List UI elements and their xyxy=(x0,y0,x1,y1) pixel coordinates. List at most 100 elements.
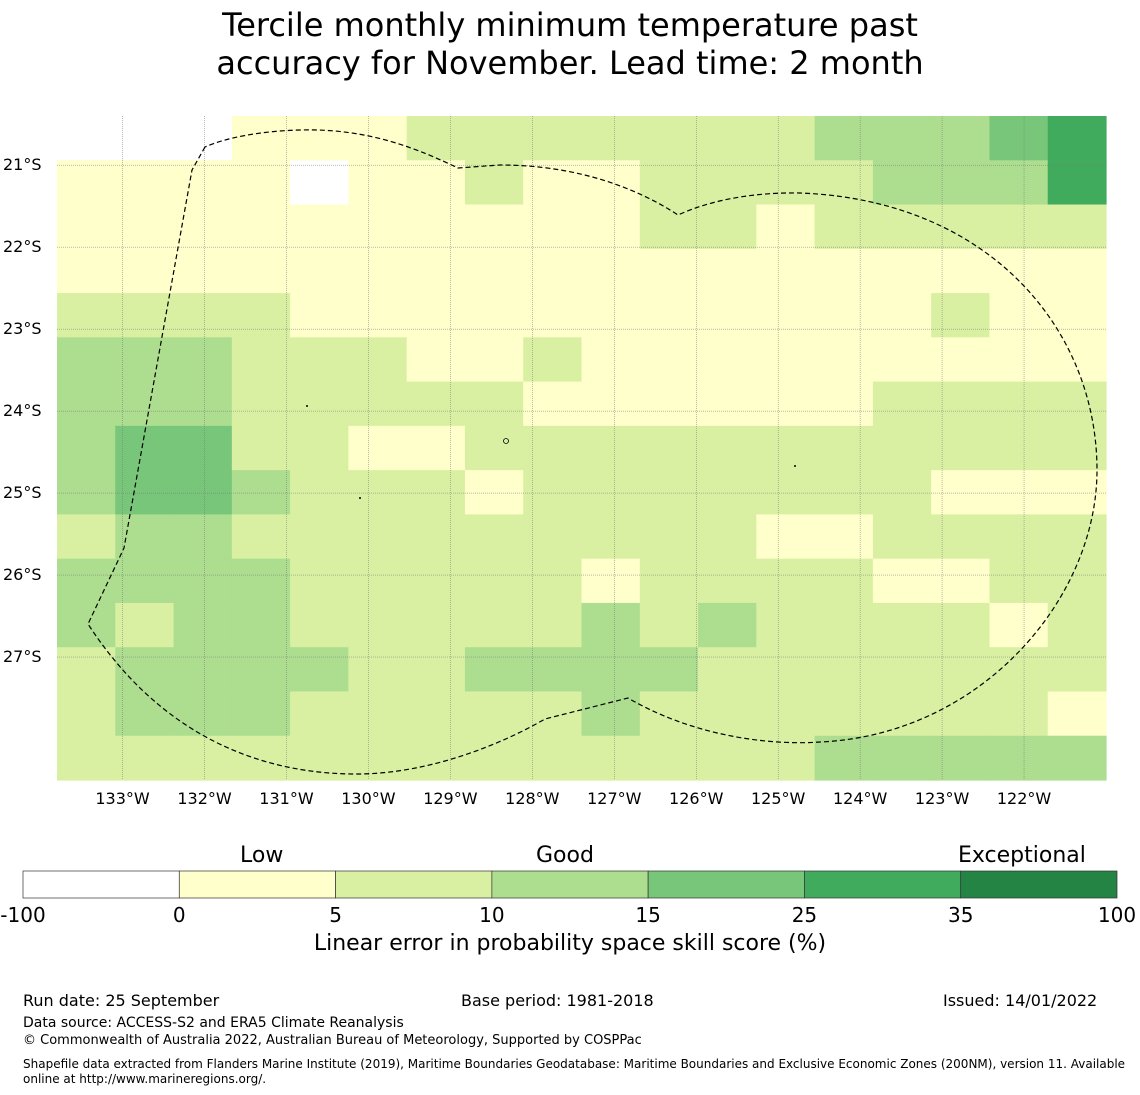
skill-cell xyxy=(756,735,816,781)
skill-cell xyxy=(872,602,932,648)
skill-cell xyxy=(756,602,816,648)
skill-cell xyxy=(698,558,757,604)
skill-cell xyxy=(57,735,116,781)
skill-cell xyxy=(639,470,699,515)
skill-cell xyxy=(756,337,816,383)
skill-cell xyxy=(756,691,816,737)
skill-cell xyxy=(814,337,874,383)
skill-cell xyxy=(639,558,699,604)
colorbar-category-exceptional: Exceptional xyxy=(958,843,1086,868)
skill-cell xyxy=(406,691,466,737)
latitude-tick-label: 23°S xyxy=(3,319,42,339)
skill-cell xyxy=(173,602,233,648)
skill-cell xyxy=(931,514,991,560)
skill-cell xyxy=(931,381,991,427)
colorbar-swatch xyxy=(647,870,805,899)
skill-cell xyxy=(581,381,641,427)
skill-cell xyxy=(872,381,932,427)
skill-cell xyxy=(639,691,699,737)
skill-cell xyxy=(348,470,408,515)
skill-cell xyxy=(231,381,291,427)
skill-cell xyxy=(406,558,466,604)
colorbar-category-good: Good xyxy=(536,843,594,868)
latitude-tick-label: 22°S xyxy=(3,237,42,257)
longitude-tick-label: 132°W xyxy=(177,789,232,808)
skill-cell xyxy=(1047,337,1107,383)
skill-cell xyxy=(931,602,991,648)
skill-cell xyxy=(523,381,583,427)
skill-cell xyxy=(464,160,524,206)
skill-cell xyxy=(639,204,699,250)
longitude-tick-label: 122°W xyxy=(996,789,1052,808)
skill-cell xyxy=(523,558,583,604)
longitude-tick-label: 125°W xyxy=(751,789,806,808)
skill-cell xyxy=(698,425,757,471)
skill-cell xyxy=(290,735,349,781)
skill-cell xyxy=(57,425,116,471)
skill-cell xyxy=(989,248,1049,294)
skill-cell xyxy=(406,204,466,250)
skill-cell xyxy=(698,160,757,206)
skill-cell xyxy=(115,337,175,383)
longitude-tick-label: 128°W xyxy=(505,789,560,808)
skill-cell xyxy=(698,691,757,737)
skill-cell xyxy=(115,381,175,427)
skill-cell xyxy=(115,558,175,604)
skill-cell xyxy=(756,160,816,206)
skill-cell xyxy=(931,470,991,515)
skill-cell xyxy=(464,470,524,515)
skill-cell xyxy=(348,160,408,206)
colorbar-tick-label: 15 xyxy=(635,903,661,927)
skill-cell xyxy=(173,293,233,338)
skill-cell xyxy=(989,337,1049,383)
skill-cell xyxy=(698,293,757,338)
skill-cell xyxy=(581,647,641,693)
skill-cell xyxy=(348,381,408,427)
colorbar-tick-label: 25 xyxy=(791,903,818,927)
skill-cell xyxy=(406,602,466,648)
skill-cell xyxy=(173,381,233,427)
skill-cell xyxy=(1047,116,1107,161)
skill-cell xyxy=(57,204,116,250)
skill-cell xyxy=(348,558,408,604)
skill-cell xyxy=(639,735,699,781)
skill-cell xyxy=(1047,204,1107,250)
skill-cell xyxy=(464,735,524,781)
chart-title: Tercile monthly minimum temperature past… xyxy=(0,6,1140,82)
skill-cell xyxy=(698,735,757,781)
island-marker xyxy=(359,497,361,499)
skill-cell xyxy=(115,425,175,471)
skill-cell xyxy=(348,735,408,781)
skill-cell xyxy=(814,558,874,604)
skill-cell xyxy=(989,558,1049,604)
skill-cell xyxy=(872,204,932,250)
skill-cell xyxy=(872,160,932,206)
skill-cell xyxy=(231,602,291,648)
skill-cell xyxy=(523,602,583,648)
island-marker xyxy=(794,465,796,467)
skill-cell xyxy=(639,381,699,427)
skill-cell xyxy=(639,337,699,383)
colorbar-title: Linear error in probability space skill … xyxy=(313,931,827,956)
skill-cell xyxy=(698,602,757,648)
skill-cell xyxy=(231,514,291,560)
skill-cell xyxy=(290,470,349,515)
longitude-tick-label: 124°W xyxy=(832,789,888,808)
skill-cell xyxy=(814,647,874,693)
skill-cell xyxy=(57,514,116,560)
skill-cell xyxy=(57,160,116,206)
skill-cell xyxy=(581,470,641,515)
skill-cell xyxy=(406,735,466,781)
skill-cell xyxy=(173,425,233,471)
skill-cell xyxy=(464,381,524,427)
skill-cell xyxy=(115,735,175,781)
skill-cell xyxy=(814,425,874,471)
skill-cell xyxy=(814,691,874,737)
title-line-1: Tercile monthly minimum temperature past xyxy=(222,6,918,44)
skill-cell xyxy=(348,204,408,250)
skill-cell xyxy=(348,514,408,560)
skill-cell xyxy=(581,248,641,294)
skill-cell xyxy=(989,735,1049,781)
skill-cell xyxy=(115,602,175,648)
skill-cell xyxy=(115,647,175,693)
